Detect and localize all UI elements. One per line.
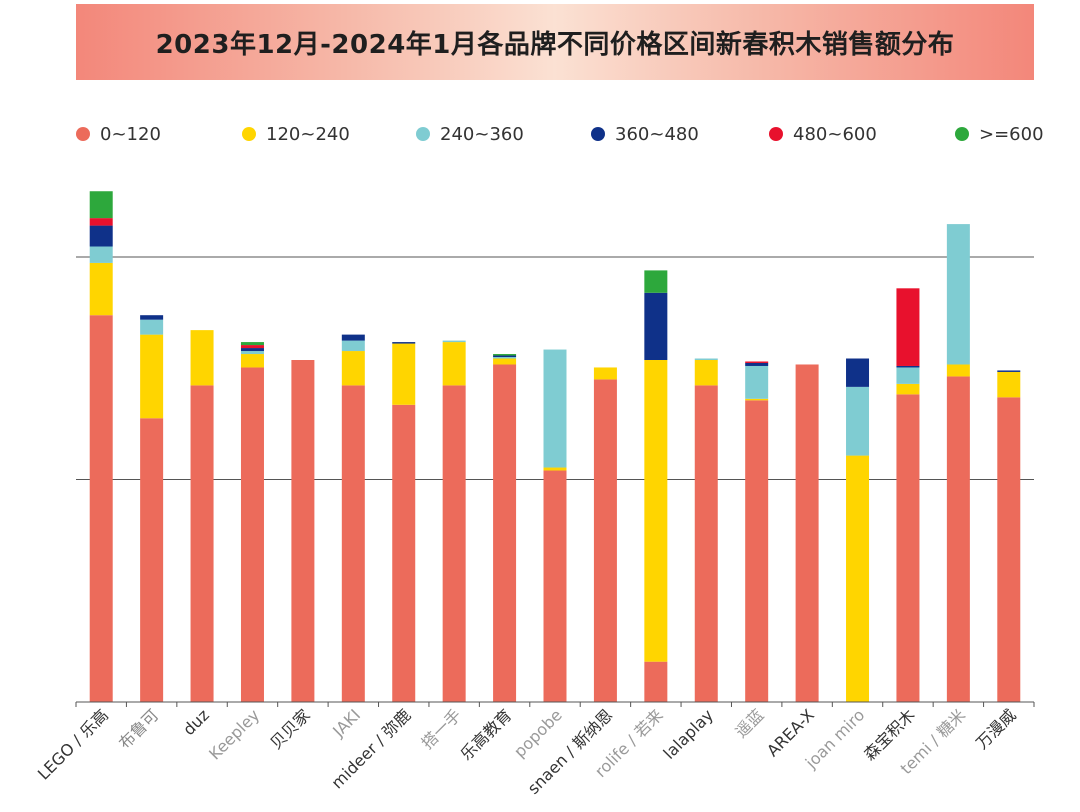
bar-segment-4-6 xyxy=(240,342,264,346)
bar-segment-9-6 xyxy=(493,354,517,356)
bar-segment-15-1 xyxy=(795,364,819,702)
legend-item-3: 240~360 xyxy=(416,121,524,147)
bar-segment-2-4 xyxy=(140,315,164,320)
bar-segment-1-5 xyxy=(89,218,113,226)
bar-segment-12-4 xyxy=(644,292,668,360)
bar-segment-6-2 xyxy=(341,351,365,386)
bar-segment-17-5 xyxy=(896,288,920,366)
bar-segment-1-3 xyxy=(89,246,113,263)
bar-segment-6-3 xyxy=(341,340,365,352)
bar-segment-13-3 xyxy=(694,358,718,360)
bar-segment-1-4 xyxy=(89,225,113,247)
bar-segment-14-2 xyxy=(745,398,769,401)
bar-segment-2-3 xyxy=(140,319,164,335)
bar-segment-18-1 xyxy=(946,376,970,702)
bar-segment-12-6 xyxy=(644,270,668,293)
bar-segment-18-2 xyxy=(946,364,970,377)
bar-segment-14-3 xyxy=(745,365,769,399)
bar-segment-10-2 xyxy=(543,467,567,471)
legend-swatch-6 xyxy=(955,127,969,141)
x-tick-label-8: 搭一手 xyxy=(418,705,465,752)
legend-swatch-1 xyxy=(76,127,90,141)
bar-segment-19-2 xyxy=(997,371,1021,398)
bar-segment-9-4 xyxy=(493,355,517,358)
bar-segment-4-4 xyxy=(240,348,264,352)
bar-segment-3-2 xyxy=(190,330,214,386)
x-tick-label-14: 遥蓝 xyxy=(731,705,767,741)
bar-segment-16-3 xyxy=(846,386,870,456)
bar-segment-19-4 xyxy=(997,370,1021,372)
bar-segment-7-4 xyxy=(392,342,416,344)
x-tick-label-4: Keepley xyxy=(205,705,263,763)
x-tick-label-3: duz xyxy=(179,705,213,739)
bar-segment-4-2 xyxy=(240,354,264,368)
x-tick-label-1: LEGO / 乐高 xyxy=(34,705,112,783)
x-tick-label-9: 乐高教育 xyxy=(457,705,516,764)
bar-segment-7-2 xyxy=(392,343,416,405)
legend-item-4: 360~480 xyxy=(591,121,699,147)
bar-segment-16-4 xyxy=(846,358,870,387)
bar-segment-14-4 xyxy=(745,362,769,366)
legend-swatch-3 xyxy=(416,127,430,141)
x-tick-label-13: lalaplay xyxy=(660,705,718,763)
bar-segment-2-2 xyxy=(140,334,164,419)
bar-segment-16-2 xyxy=(846,455,870,702)
bar-segment-17-4 xyxy=(896,365,920,368)
x-tick-label-19: 万漫威 xyxy=(972,705,1019,752)
bar-segment-11-2 xyxy=(593,367,617,380)
bar-segment-12-1 xyxy=(644,661,668,702)
x-tick-label-5: 贝贝家 xyxy=(266,705,313,752)
bar-segment-13-2 xyxy=(694,360,718,386)
legend-label-3: 240~360 xyxy=(440,123,524,145)
bar-segment-6-1 xyxy=(341,385,365,702)
bar-segment-14-5 xyxy=(745,361,769,363)
bar-segment-4-3 xyxy=(240,351,264,355)
legend-label-5: 480~600 xyxy=(793,123,877,145)
legend-label-2: 120~240 xyxy=(266,123,350,145)
legend-item-1: 0~120 xyxy=(76,121,161,147)
bar-segment-1-1 xyxy=(89,315,113,702)
bar-segment-12-2 xyxy=(644,360,668,662)
bar-segment-17-3 xyxy=(896,367,920,384)
bar-segment-10-3 xyxy=(543,349,567,468)
bar-segment-6-4 xyxy=(341,334,365,341)
bar-segment-7-1 xyxy=(392,404,416,702)
bar-segment-1-2 xyxy=(89,262,113,316)
bar-segment-1-6 xyxy=(89,191,113,219)
bar-segment-9-1 xyxy=(493,364,517,702)
legend-swatch-5 xyxy=(769,127,783,141)
chart-title: 2023年12月-2024年1月各品牌不同价格区间新春积木销售额分布 xyxy=(155,29,955,60)
bar-segment-2-1 xyxy=(140,418,164,702)
bar-segment-11-1 xyxy=(593,379,617,702)
bar-segment-4-5 xyxy=(240,345,264,349)
bar-segment-14-1 xyxy=(745,400,769,702)
legend-label-6: >=600 xyxy=(979,123,1044,145)
x-tick-label-6: JAKI xyxy=(328,705,364,741)
legend-swatch-2 xyxy=(242,127,256,141)
legend-item-6: >=600 xyxy=(955,121,1044,147)
legend-item-2: 120~240 xyxy=(242,121,350,147)
bar-segment-8-2 xyxy=(442,342,466,386)
legend-item-5: 480~600 xyxy=(769,121,877,147)
bar-segment-8-1 xyxy=(442,385,466,702)
chart-title-banner: 2023年12月-2024年1月各品牌不同价格区间新春积木销售额分布 xyxy=(76,4,1034,80)
bar-segment-9-3 xyxy=(493,357,517,359)
bar-segment-9-2 xyxy=(493,358,517,365)
legend-label-1: 0~120 xyxy=(100,123,161,145)
bar-segment-4-1 xyxy=(240,367,264,702)
bar-segment-17-1 xyxy=(896,394,920,702)
bar-segment-18-3 xyxy=(946,224,970,365)
bar-segment-10-1 xyxy=(543,470,567,702)
bar-segment-13-1 xyxy=(694,385,718,702)
bar-segment-17-2 xyxy=(896,383,920,395)
bar-segment-8-3 xyxy=(442,340,466,343)
bar-segment-19-1 xyxy=(997,397,1021,702)
legend-swatch-4 xyxy=(591,127,605,141)
bar-segment-3-1 xyxy=(190,385,214,702)
legend-label-4: 360~480 xyxy=(615,123,699,145)
bar-segment-5-1 xyxy=(291,360,315,702)
x-tick-label-2: 布鲁可 xyxy=(115,705,162,752)
chart-legend: 0~120 120~240 240~360 360~480 480~600 >=600 xyxy=(76,121,1044,147)
